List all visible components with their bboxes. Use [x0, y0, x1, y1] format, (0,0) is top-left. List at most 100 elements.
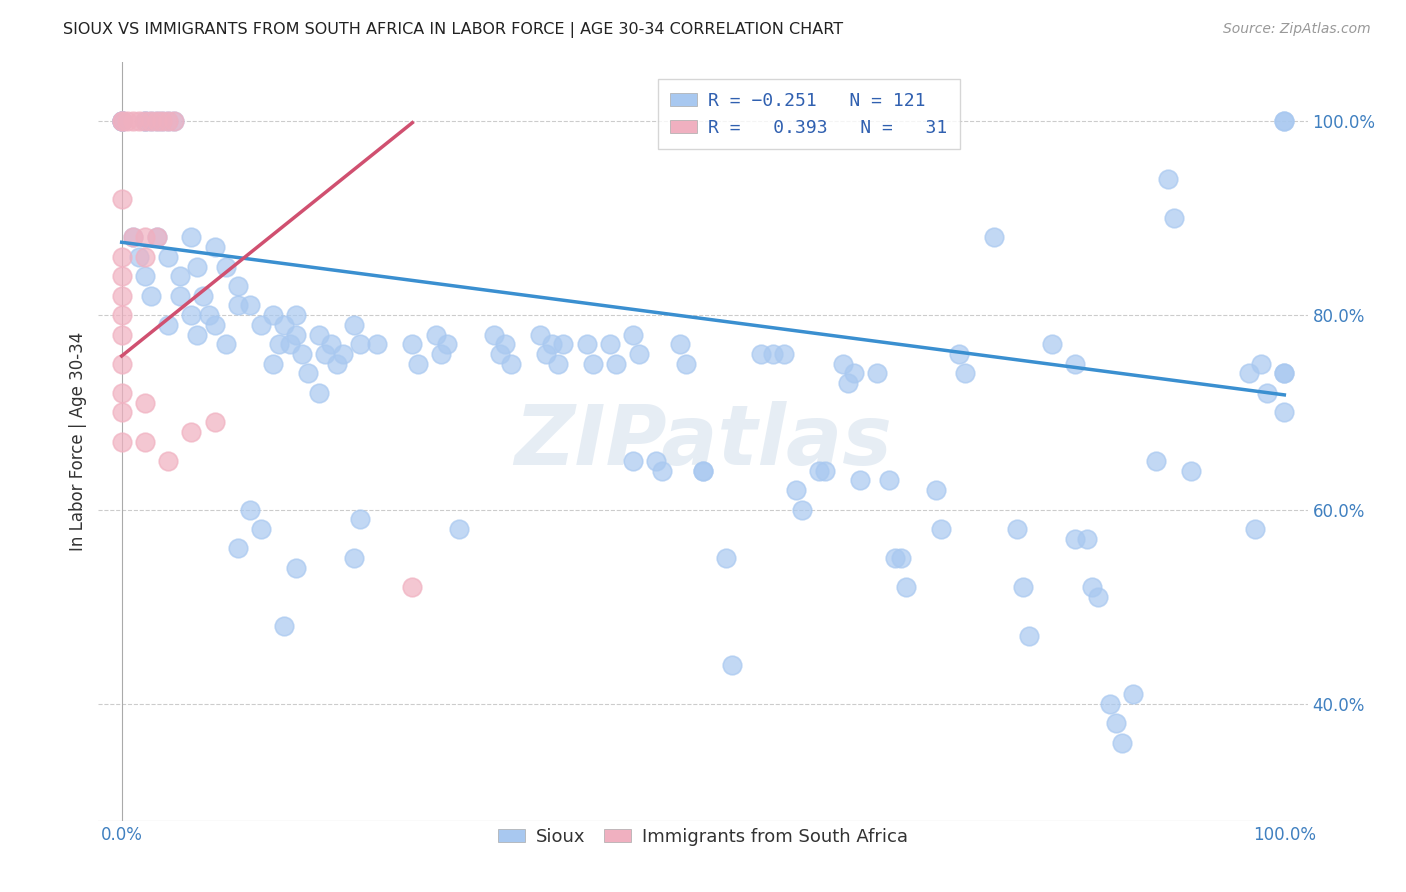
Point — [896, 580, 918, 594]
Point — [134, 230, 156, 244]
Point — [128, 250, 150, 264]
Point — [1144, 454, 1167, 468]
Point — [111, 289, 134, 303]
Point — [651, 464, 673, 478]
Point — [122, 230, 145, 244]
Point — [308, 386, 330, 401]
Point — [890, 551, 912, 566]
Point — [540, 337, 562, 351]
Point — [134, 113, 156, 128]
Point — [150, 113, 173, 128]
Text: SIOUX VS IMMIGRANTS FROM SOUTH AFRICA IN LABOR FORCE | AGE 30-34 CORRELATION CHA: SIOUX VS IMMIGRANTS FROM SOUTH AFRICA IN… — [63, 22, 844, 38]
Point — [273, 619, 295, 633]
Point — [139, 289, 162, 303]
Legend: Sioux, Immigrants from South Africa: Sioux, Immigrants from South Africa — [491, 821, 915, 854]
Point — [117, 113, 139, 128]
Point — [692, 464, 714, 478]
Point — [716, 551, 738, 566]
Point — [111, 192, 134, 206]
Point — [134, 395, 156, 409]
Point — [250, 318, 273, 332]
Point — [849, 474, 872, 488]
Point — [534, 347, 557, 361]
Point — [547, 357, 569, 371]
Point — [285, 308, 308, 322]
Point — [226, 541, 249, 556]
Point — [1250, 357, 1272, 371]
Point — [494, 337, 516, 351]
Point — [134, 250, 156, 264]
Point — [204, 318, 226, 332]
Point — [488, 347, 510, 361]
Point — [924, 483, 946, 497]
Point — [931, 522, 953, 536]
Point — [163, 113, 186, 128]
Point — [145, 113, 167, 128]
Point — [844, 367, 866, 381]
Point — [326, 357, 349, 371]
Point — [139, 113, 162, 128]
Point — [150, 113, 173, 128]
Point — [1272, 367, 1295, 381]
Point — [948, 347, 970, 361]
Point — [349, 512, 371, 526]
Point — [314, 347, 336, 361]
Point — [401, 580, 423, 594]
Point — [721, 658, 744, 673]
Point — [111, 308, 134, 322]
Point — [605, 357, 627, 371]
Point — [111, 113, 134, 128]
Point — [297, 367, 319, 381]
Point — [482, 327, 505, 342]
Point — [621, 454, 644, 468]
Point — [145, 230, 167, 244]
Point — [204, 240, 226, 254]
Point — [1064, 532, 1087, 546]
Point — [111, 113, 134, 128]
Point — [215, 337, 238, 351]
Point — [1272, 405, 1295, 419]
Point — [134, 269, 156, 284]
Point — [111, 113, 134, 128]
Point — [553, 337, 575, 351]
Point — [169, 289, 191, 303]
Point — [436, 337, 458, 351]
Point — [425, 327, 447, 342]
Point — [1244, 522, 1267, 536]
Point — [401, 337, 423, 351]
Point — [1272, 113, 1295, 128]
Point — [262, 308, 284, 322]
Point — [122, 230, 145, 244]
Point — [111, 386, 134, 401]
Point — [157, 113, 180, 128]
Point — [447, 522, 470, 536]
Point — [180, 308, 202, 322]
Point — [122, 113, 145, 128]
Point — [762, 347, 785, 361]
Point — [1272, 367, 1295, 381]
Point — [191, 289, 214, 303]
Point — [332, 347, 354, 361]
Point — [1105, 716, 1128, 731]
Point — [111, 113, 134, 128]
Point — [134, 113, 156, 128]
Point — [262, 357, 284, 371]
Point — [808, 464, 831, 478]
Point — [785, 483, 807, 497]
Text: Source: ZipAtlas.com: Source: ZipAtlas.com — [1223, 22, 1371, 37]
Point — [163, 113, 186, 128]
Point — [1005, 522, 1028, 536]
Point — [239, 502, 262, 516]
Point — [366, 337, 388, 351]
Point — [157, 454, 180, 468]
Point — [134, 434, 156, 449]
Point — [139, 113, 162, 128]
Point — [773, 347, 796, 361]
Point — [343, 551, 366, 566]
Point — [1098, 697, 1121, 711]
Point — [226, 298, 249, 312]
Point — [621, 327, 644, 342]
Point — [877, 474, 900, 488]
Point — [628, 347, 651, 361]
Text: ZIPatlas: ZIPatlas — [515, 401, 891, 482]
